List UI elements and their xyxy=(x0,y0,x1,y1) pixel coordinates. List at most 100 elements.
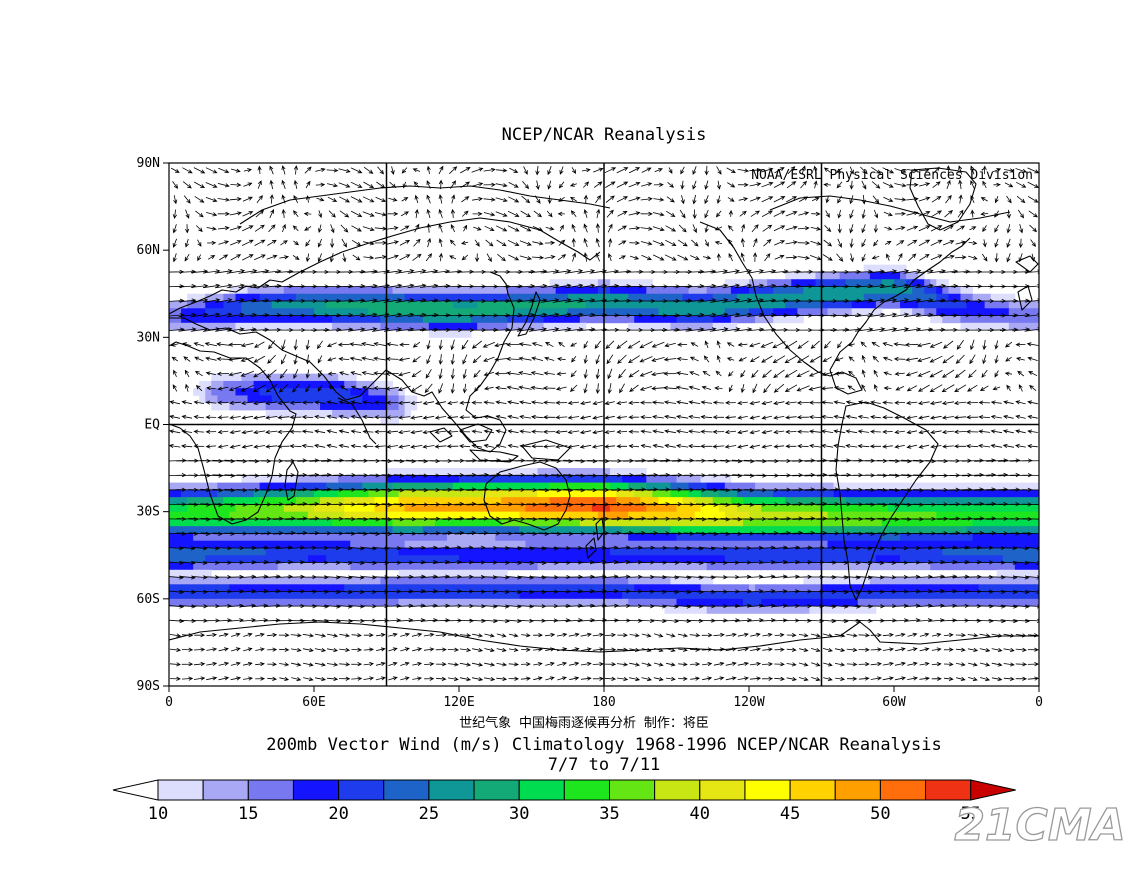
heat-cell xyxy=(326,322,333,331)
heat-cell xyxy=(205,584,212,592)
wind-arrow xyxy=(738,197,749,202)
heat-cell xyxy=(283,584,291,592)
wind-arrow xyxy=(292,225,299,232)
heat-cell xyxy=(863,497,871,505)
heat-cell xyxy=(459,562,466,571)
heat-cell xyxy=(652,286,659,295)
heat-cell xyxy=(350,286,357,295)
wind-arrow xyxy=(217,415,229,420)
wind-arrow xyxy=(990,400,1002,405)
wind-arrow xyxy=(579,400,591,406)
heat-cell xyxy=(489,591,496,600)
heat-cell xyxy=(459,497,466,505)
wind-arrow xyxy=(547,180,552,190)
heat-cell xyxy=(990,489,998,498)
heat-cell xyxy=(205,380,212,389)
heat-cell xyxy=(712,518,720,527)
heat-cell xyxy=(718,293,726,302)
heat-cell xyxy=(169,533,176,542)
heat-cell xyxy=(1026,301,1034,309)
heat-cell xyxy=(779,308,786,316)
heat-cell xyxy=(869,562,877,571)
wind-arrow xyxy=(268,224,276,233)
heat-cell xyxy=(211,489,218,498)
heat-cell xyxy=(416,555,424,563)
wind-arrow xyxy=(616,429,628,434)
heat-cell xyxy=(501,598,508,607)
heat-cell xyxy=(839,547,847,556)
heat-cell xyxy=(791,584,798,592)
wind-arrow xyxy=(205,356,217,361)
heat-cell xyxy=(241,380,248,389)
wind-arrow xyxy=(583,355,588,365)
heat-cell xyxy=(338,293,345,302)
heat-cell xyxy=(350,540,357,549)
heat-cell xyxy=(815,562,822,571)
heat-cell xyxy=(259,511,267,520)
wind-arrow xyxy=(929,384,943,393)
wind-arrow xyxy=(704,180,709,190)
heat-cell xyxy=(525,308,532,316)
heat-cell xyxy=(628,577,635,585)
wind-arrow xyxy=(361,356,375,361)
heat-cell xyxy=(289,286,297,295)
wind-arrow xyxy=(753,237,758,248)
heat-cell xyxy=(670,598,677,607)
heat-cell xyxy=(326,598,333,607)
heat-cell xyxy=(682,540,689,549)
wind-arrow xyxy=(1006,238,1011,248)
heat-cell xyxy=(724,562,732,571)
wind-arrow xyxy=(395,283,415,289)
heat-cell xyxy=(881,591,889,600)
wind-arrow xyxy=(205,197,218,203)
wind-arrow xyxy=(388,197,398,202)
wind-arrow xyxy=(861,224,866,234)
wind-arrow xyxy=(326,168,339,173)
heat-cell xyxy=(767,598,774,607)
heat-cell xyxy=(924,308,931,316)
heat-cell xyxy=(175,489,182,498)
heat-cell xyxy=(193,511,200,520)
heat-cell xyxy=(942,526,949,534)
wind-arrow xyxy=(994,253,999,263)
heat-cell xyxy=(507,540,514,549)
heat-cell xyxy=(265,555,273,563)
heat-cell xyxy=(966,315,973,324)
heat-cell xyxy=(736,562,744,571)
heat-cell xyxy=(682,518,689,527)
heat-cell xyxy=(863,598,871,607)
wind-arrow xyxy=(628,181,641,188)
wind-arrow xyxy=(293,339,298,351)
heat-cell xyxy=(555,322,563,331)
heat-cell xyxy=(863,489,871,498)
heat-cell xyxy=(706,577,714,585)
heat-cell xyxy=(881,540,889,549)
heat-cell xyxy=(924,540,931,549)
wind-arrow xyxy=(240,370,254,377)
heat-cell xyxy=(730,315,738,324)
heat-cell xyxy=(906,286,913,295)
heat-cell xyxy=(241,584,248,592)
wind-arrow xyxy=(426,165,431,175)
heat-cell xyxy=(495,482,502,491)
heat-cell xyxy=(616,468,623,476)
wind-arrow xyxy=(990,429,1003,434)
wind-arrow xyxy=(861,239,866,248)
heat-cell xyxy=(283,293,291,302)
heat-cell xyxy=(531,475,538,484)
wind-arrow xyxy=(256,195,263,204)
heat-cell xyxy=(344,489,351,498)
heat-cell xyxy=(350,388,357,396)
wind-arrow xyxy=(758,327,777,332)
heat-cell xyxy=(326,380,333,389)
wind-arrow xyxy=(338,168,351,173)
heat-cell xyxy=(277,533,285,542)
heat-cell xyxy=(247,373,254,382)
heat-cell xyxy=(501,526,508,534)
heat-cell xyxy=(567,308,575,316)
heat-cell xyxy=(936,533,943,542)
heat-cell xyxy=(368,555,375,563)
heat-cell xyxy=(247,322,254,331)
heat-cell xyxy=(942,533,949,542)
heat-cell xyxy=(531,526,538,534)
